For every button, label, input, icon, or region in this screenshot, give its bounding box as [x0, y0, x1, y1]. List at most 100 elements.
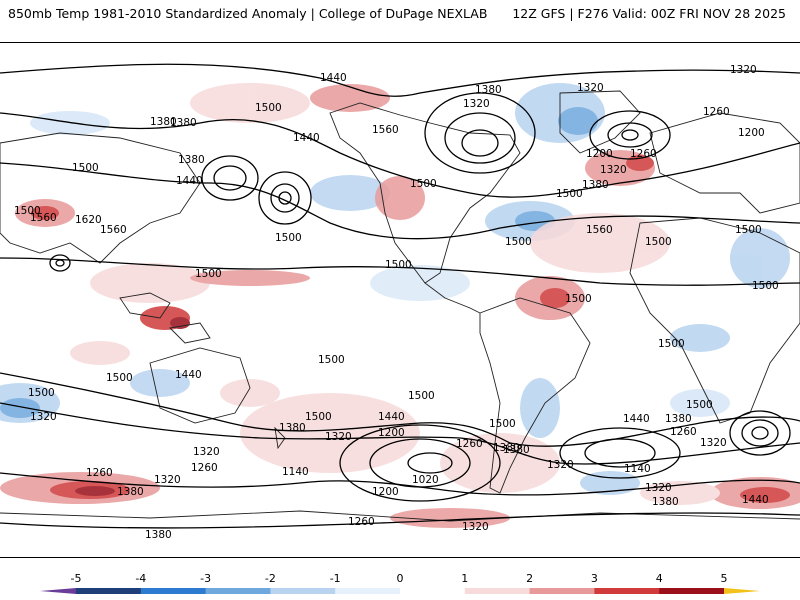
- colorbar: -5 -4 -3 -2 -1 0 1 2 3 4 5: [0, 566, 800, 600]
- contour-label: 1260: [191, 462, 218, 474]
- contour-label: 1500: [14, 205, 41, 217]
- contour-label: 1380: [665, 413, 692, 425]
- contour-label: 1200: [586, 148, 613, 160]
- contour-label: 1500: [106, 372, 133, 384]
- header: 850mb Temp 1981-2010 Standardized Anomal…: [0, 0, 800, 30]
- contour-label: 1320: [154, 474, 181, 486]
- contour-label: 1500: [28, 387, 55, 399]
- contour-label: 1020: [412, 474, 439, 486]
- colorbar-segment: [529, 588, 595, 594]
- colorbar-tick-label: 1: [461, 572, 469, 585]
- contour-label: 1500: [489, 418, 516, 430]
- run-info: 12Z GFS | F276 Valid: 00Z FRI NOV 28 202…: [512, 6, 786, 21]
- colorbar-segment: [335, 588, 401, 594]
- contour-label: 1380: [117, 486, 144, 498]
- contour-label: 1320: [193, 446, 220, 458]
- contour-label: 1320: [547, 459, 574, 471]
- contour-label: 1380: [475, 84, 502, 96]
- contour-label: 1260: [670, 426, 697, 438]
- contour-label: 1440: [293, 132, 320, 144]
- colorbar-tick-label: 5: [720, 572, 728, 585]
- contour-label: 1320: [577, 82, 604, 94]
- colorbar-tick-label: 4: [655, 572, 663, 585]
- contour-label: 1260: [630, 148, 657, 160]
- contour-label: 1500: [255, 102, 282, 114]
- contour-label: 1320: [730, 64, 757, 76]
- contour-label: 1140: [624, 463, 651, 475]
- colorbar-max-arrow: [724, 588, 760, 594]
- colorbar-segment: [76, 588, 142, 594]
- map-title: 850mb Temp 1981-2010 Standardized Anomal…: [8, 6, 488, 21]
- colorbar-tick-label: -1: [329, 572, 341, 585]
- contour-label: 1440: [742, 494, 769, 506]
- contour-label: 1500: [565, 293, 592, 305]
- contour-label: 1440: [320, 72, 347, 84]
- contour-label: 1320: [325, 431, 352, 443]
- contour-label: 1380: [170, 117, 197, 129]
- contour-label: 1320: [600, 164, 627, 176]
- colorbar-min-arrow: [40, 588, 76, 594]
- anomaly-map: 1440 1320 1380 1320 1320 1260 1200 1500 …: [0, 63, 800, 541]
- contour-label: 1320: [645, 482, 672, 494]
- map-panel: 1440 1320 1380 1320 1320 1260 1200 1500 …: [0, 42, 800, 558]
- colorbar-tick-label: -3: [200, 572, 212, 585]
- contour-label: 1320: [463, 98, 490, 110]
- contour-labels: 1440 1320 1380 1320 1320 1260 1200 1500 …: [14, 64, 779, 541]
- contour-label: 1500: [305, 411, 332, 423]
- colorbar-tick-label: -4: [135, 572, 147, 585]
- contour-label: 1380: [493, 442, 520, 454]
- contour-label: 1320: [700, 437, 727, 449]
- contour-label: 1380: [582, 179, 609, 191]
- contour-label: 1320: [462, 521, 489, 533]
- contour-label: 1500: [275, 232, 302, 244]
- contour-label: 1560: [586, 224, 613, 236]
- colorbar-segments: [76, 588, 725, 594]
- colorbar-segment: [594, 588, 660, 594]
- contour-label: 1260: [348, 516, 375, 528]
- contour-label: 1380: [145, 529, 172, 541]
- colorbar-scale: [40, 588, 760, 594]
- contour-label: 1560: [372, 124, 399, 136]
- contour-label: 1620: [75, 214, 102, 226]
- contour-label: 1500: [686, 399, 713, 411]
- contour-label: 1260: [703, 106, 730, 118]
- contour-label: 1320: [30, 411, 57, 423]
- colorbar-segment: [270, 588, 336, 594]
- contour-label: 1380: [150, 116, 177, 128]
- contour-label: 1380: [279, 422, 306, 434]
- contour-label: 1200: [738, 127, 765, 139]
- colorbar-segment: [659, 588, 725, 594]
- colorbar-segment: [205, 588, 271, 594]
- contour-label: 1380: [178, 154, 205, 166]
- contour-label: 1200: [378, 427, 405, 439]
- colorbar-segment: [400, 588, 466, 594]
- contour-label: 1500: [195, 268, 222, 280]
- contour-label: 1500: [752, 280, 779, 292]
- contour-label: 1500: [408, 390, 435, 402]
- contour-label: 1500: [505, 236, 532, 248]
- colorbar-tick-label: 3: [590, 572, 598, 585]
- colorbar-tick-label: 0: [396, 572, 404, 585]
- cold-anomaly-shading: [0, 83, 790, 495]
- colorbar-segment: [140, 588, 207, 594]
- contour-label: 1560: [30, 212, 57, 224]
- contour-label: 1500: [410, 178, 437, 190]
- contour-label: 1500: [72, 162, 99, 174]
- contour-label: 1500: [556, 188, 583, 200]
- contour-label: 1500: [735, 224, 762, 236]
- contour-label: 1380: [503, 444, 530, 456]
- contour-label: 1260: [456, 438, 483, 450]
- contour-label: 1500: [658, 338, 685, 350]
- contour-label: 1440: [176, 175, 203, 187]
- colorbar-segment: [464, 588, 531, 594]
- contour-label: 1500: [385, 259, 412, 271]
- contour-label: 1140: [282, 466, 309, 478]
- colorbar-tick-label: 2: [526, 572, 534, 585]
- contour-label: 1440: [623, 413, 650, 425]
- contour-label: 1560: [100, 224, 127, 236]
- colorbar-tick-label: -5: [70, 572, 82, 585]
- contour-label: 1500: [645, 236, 672, 248]
- contour-label: 1200: [372, 486, 399, 498]
- contour-label: 1500: [318, 354, 345, 366]
- warm-anomaly-shading: [0, 83, 800, 528]
